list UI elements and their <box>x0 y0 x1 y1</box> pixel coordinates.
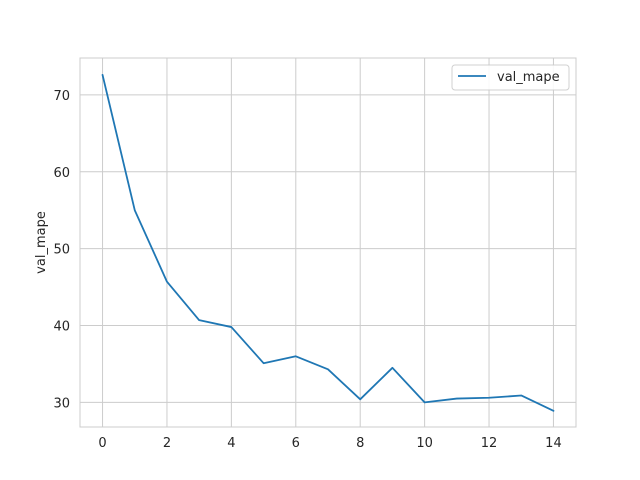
legend-box <box>451 64 570 91</box>
y-tick-label: 50 <box>53 243 70 258</box>
y-tick-label: 30 <box>53 396 70 411</box>
x-axis-ticks: 0 2 4 6 8 10 12 14 <box>98 436 561 451</box>
grid <box>80 58 576 427</box>
x-tick-label: 6 <box>292 436 300 451</box>
plot-background <box>80 58 576 427</box>
y-tick-label: 60 <box>53 166 70 181</box>
legend: val_mape <box>451 64 570 91</box>
x-tick-label: 12 <box>481 436 498 451</box>
x-tick-label: 2 <box>163 436 171 451</box>
legend-label-val_mape: val_mape <box>497 70 560 85</box>
x-tick-label: 10 <box>416 436 433 451</box>
x-tick-label: 4 <box>227 436 235 451</box>
series-layer <box>101 74 555 412</box>
x-tick-label: 14 <box>545 436 562 451</box>
series-line-val_mape <box>101 74 555 412</box>
plot-frame <box>79 57 577 428</box>
y-tick-label: 40 <box>53 320 70 335</box>
y-axis-label: val_mape <box>34 211 49 274</box>
x-tick-label: 0 <box>98 436 106 451</box>
y-axis-ticks: 30 40 50 60 70 <box>53 89 70 411</box>
x-tick-label: 8 <box>356 436 364 451</box>
y-tick-label: 70 <box>53 89 70 104</box>
